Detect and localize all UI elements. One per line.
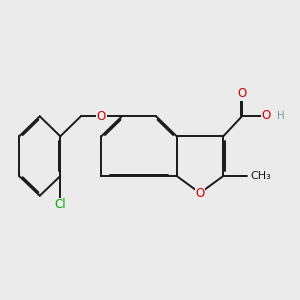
Text: O: O	[261, 109, 270, 122]
Text: O: O	[195, 187, 205, 200]
Text: H: H	[277, 111, 285, 121]
Text: Cl: Cl	[55, 198, 66, 211]
Text: O: O	[238, 87, 247, 101]
Text: CH₃: CH₃	[251, 171, 272, 181]
Text: O: O	[97, 110, 106, 123]
